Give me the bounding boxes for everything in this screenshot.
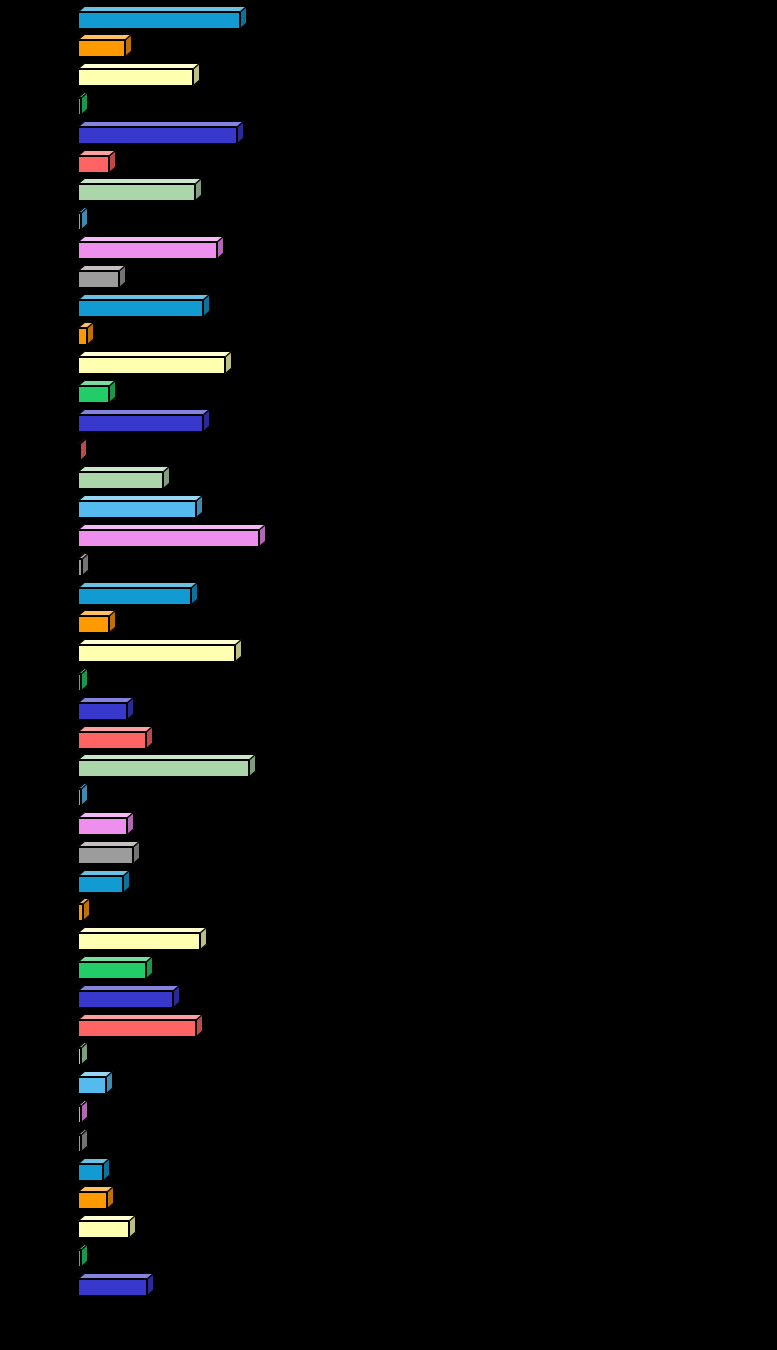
bar-front-face xyxy=(78,875,123,893)
bar-side-face xyxy=(259,524,266,547)
bar-side-face xyxy=(235,639,242,663)
bar-front-face xyxy=(78,1192,107,1210)
bar-side-face xyxy=(196,495,203,519)
bar-front-face xyxy=(78,818,127,835)
bar-side-face xyxy=(200,927,207,951)
bar-front-face xyxy=(78,1134,81,1152)
bar-side-face xyxy=(109,380,116,403)
bar-front-face xyxy=(78,270,119,288)
bar-front-face xyxy=(78,645,235,663)
bar-front-face xyxy=(78,40,125,58)
bar-side-face xyxy=(217,236,224,259)
bar-front-face xyxy=(78,587,191,605)
bar-front-face xyxy=(78,933,200,951)
bar-front-face xyxy=(78,1221,129,1239)
bar-front-face xyxy=(78,443,80,461)
bar-side-face xyxy=(129,1215,136,1239)
bar-side-face xyxy=(81,668,88,691)
bar-front-face xyxy=(78,674,81,691)
bar-side-face xyxy=(109,610,116,634)
bar-front-face xyxy=(78,1250,81,1267)
bar-front-face xyxy=(78,11,240,29)
bar-front-face xyxy=(78,357,225,375)
bar-front-face xyxy=(78,242,217,259)
bar-front-face xyxy=(78,904,83,922)
bar-front-face xyxy=(78,126,237,144)
bar-front-face xyxy=(78,962,146,979)
bar-side-face xyxy=(81,783,88,807)
bar-side-face xyxy=(249,754,256,778)
bar-side-face xyxy=(83,898,90,922)
bar-side-face xyxy=(81,1244,88,1267)
bar-front-face xyxy=(78,386,109,403)
bar-side-face xyxy=(87,322,94,346)
bar-front-face xyxy=(78,472,163,490)
bar-side-face xyxy=(81,207,88,231)
bar-front-face xyxy=(78,184,195,202)
bar-side-face xyxy=(127,812,134,835)
bar-front-face xyxy=(78,213,81,231)
bar-side-face xyxy=(125,34,132,58)
bar-front-face xyxy=(78,530,259,547)
bar-front-face xyxy=(78,760,249,778)
bar-front-face xyxy=(78,789,81,807)
bar-front-face xyxy=(78,1163,103,1181)
bar-front-face xyxy=(78,702,127,720)
bar-front-face xyxy=(78,846,133,864)
bar-front-face xyxy=(78,98,81,115)
bar-side-face xyxy=(193,63,200,87)
bar-front-face xyxy=(78,990,173,1008)
bar-front-face xyxy=(78,1077,106,1095)
bar-front-face xyxy=(78,731,146,749)
bar-front-face xyxy=(78,1106,81,1123)
bar-front-face xyxy=(78,1019,196,1037)
bar-side-face xyxy=(107,1186,114,1210)
bar-front-face xyxy=(78,558,82,576)
bar-front-face xyxy=(78,328,87,346)
bar-front-face xyxy=(78,616,109,634)
bar-side-face xyxy=(81,1042,88,1066)
bar-front-face xyxy=(78,414,203,432)
bar-front-face xyxy=(78,69,193,87)
bar-side-face xyxy=(195,178,202,202)
bar-front-face xyxy=(78,501,196,519)
bar-side-face xyxy=(163,466,170,490)
bar-front-face xyxy=(78,299,203,317)
bar-side-face xyxy=(81,1100,88,1123)
bar-side-face xyxy=(225,351,232,375)
bar-side-face xyxy=(81,92,88,115)
bar-side-face xyxy=(106,1071,113,1095)
bar-side-face xyxy=(146,956,153,979)
bar-front-face xyxy=(78,1278,147,1296)
bar-front-face xyxy=(78,155,109,173)
bar-front-face xyxy=(78,1048,81,1066)
